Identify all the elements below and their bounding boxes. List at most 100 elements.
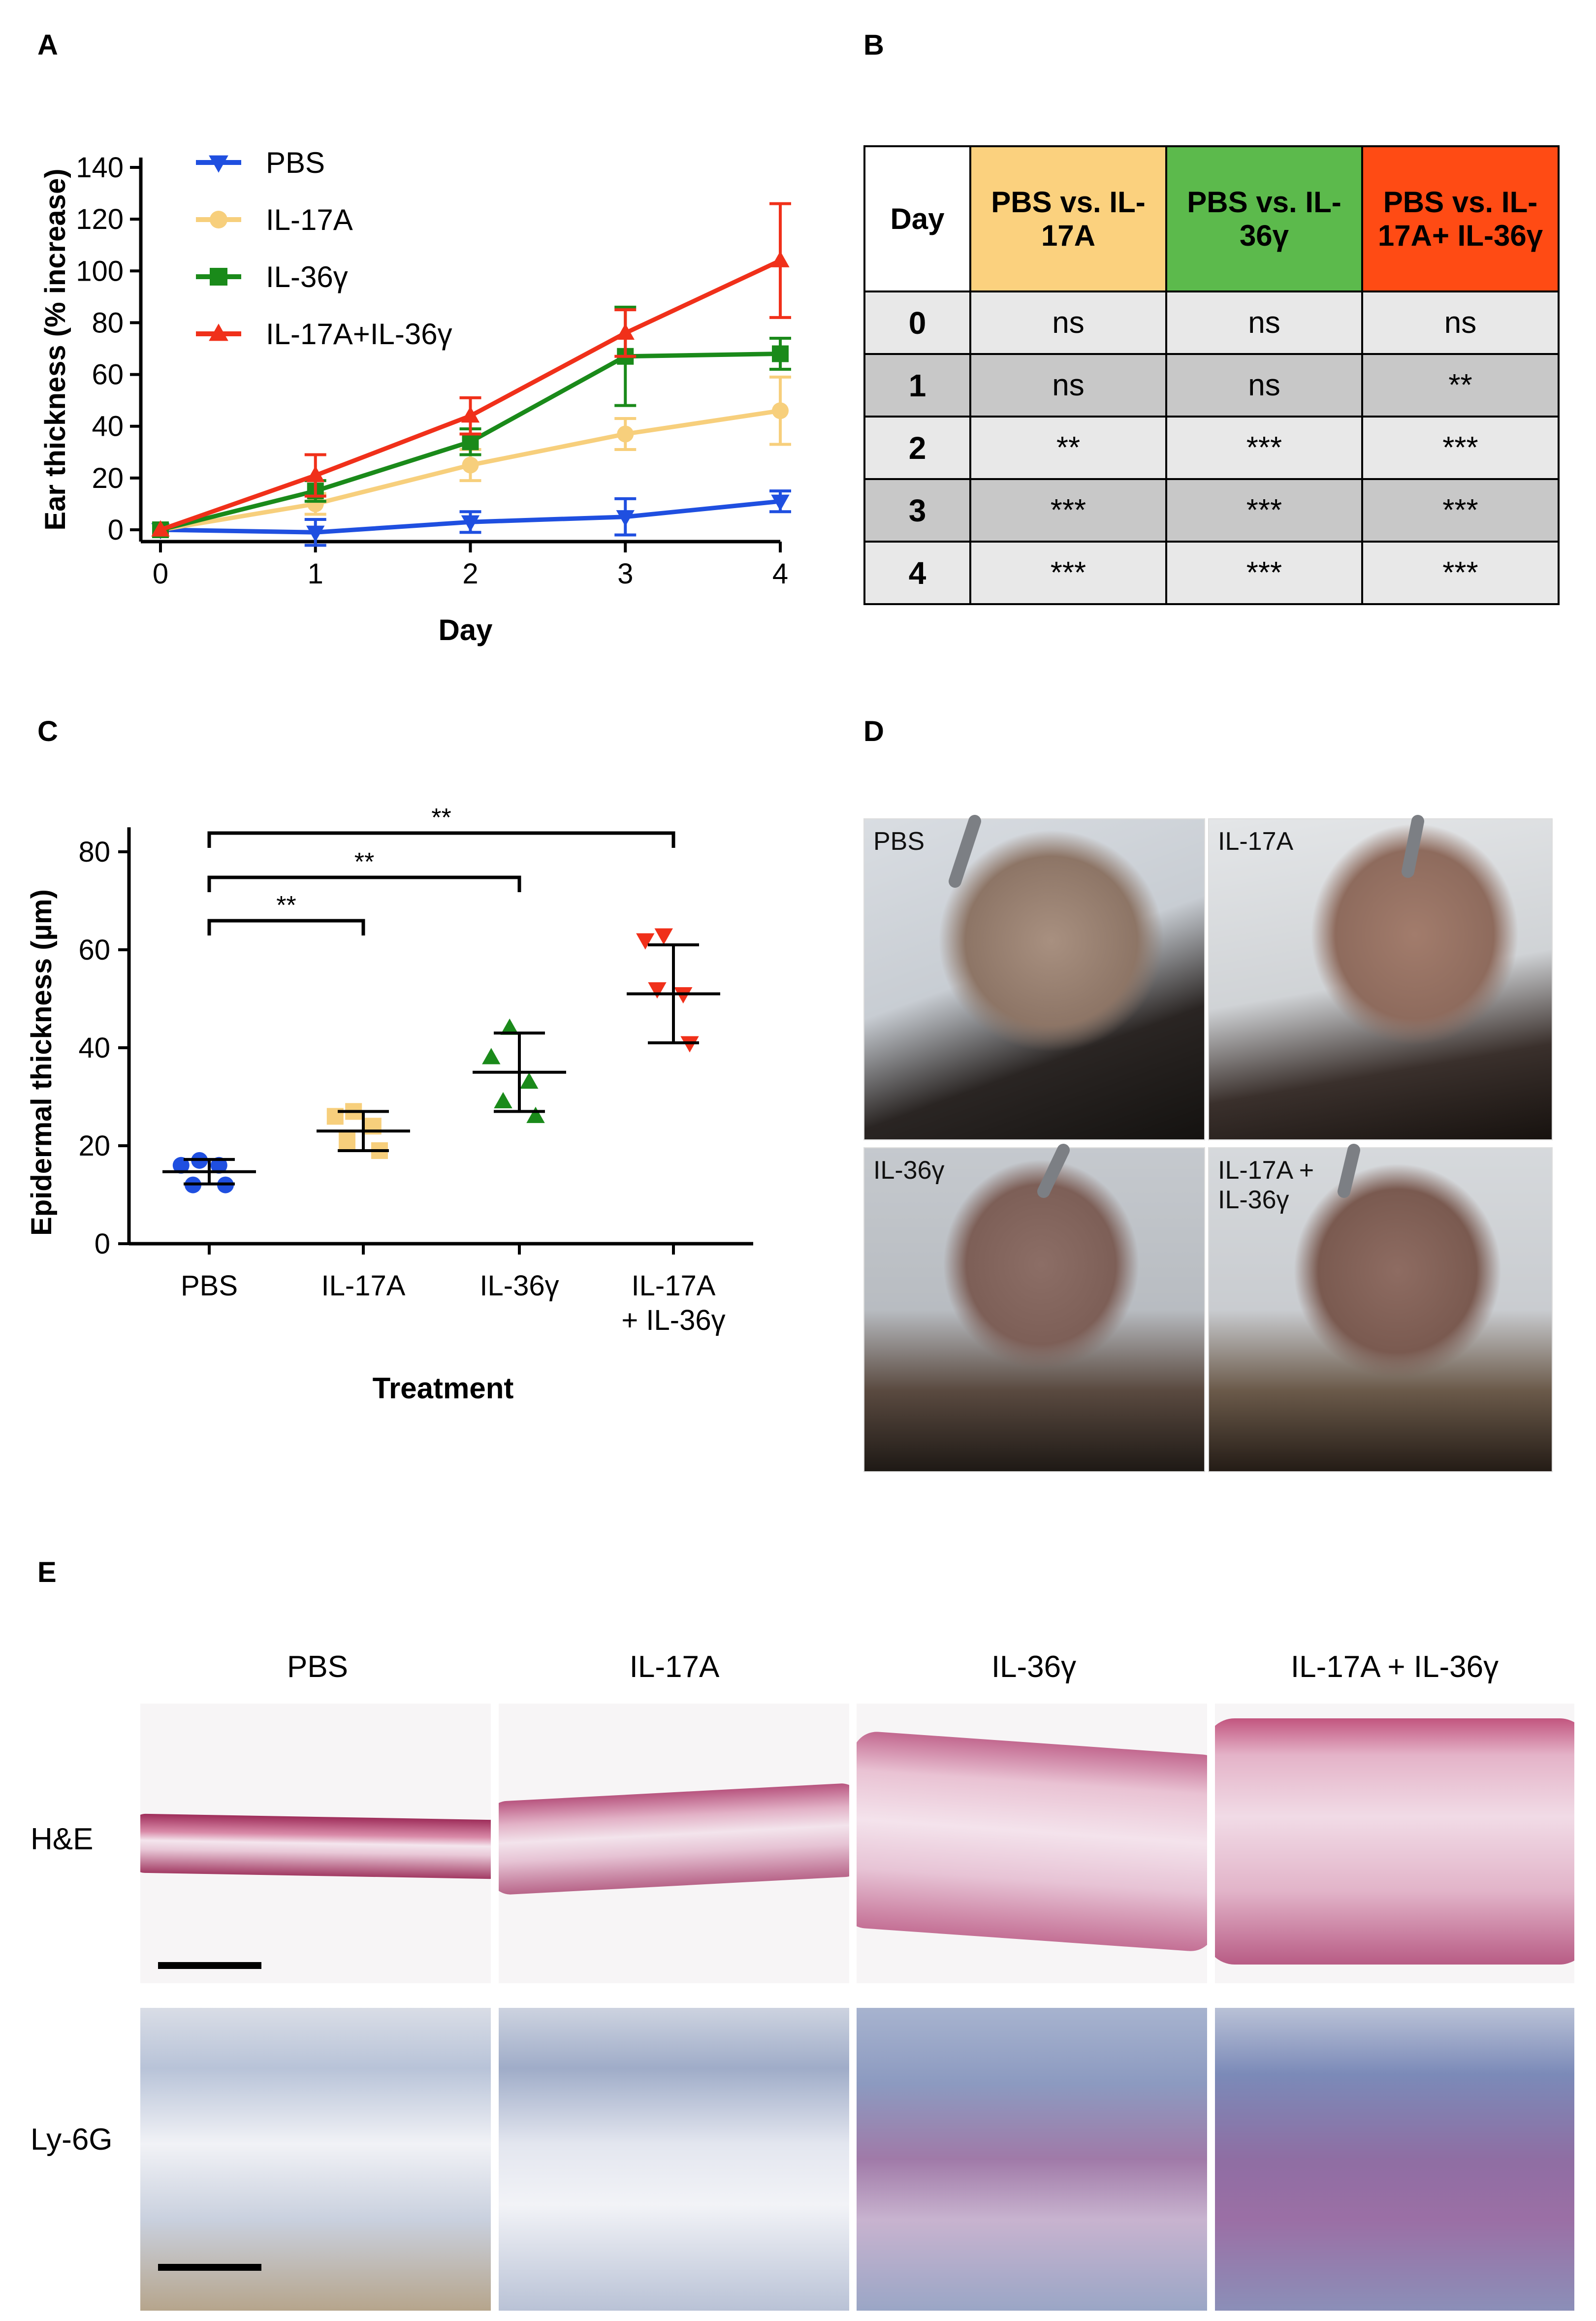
panel-label-c: C — [37, 715, 58, 747]
data-point — [520, 1072, 539, 1089]
y-tick-label: 80 — [78, 836, 110, 868]
table-cell: *** — [969, 478, 1167, 543]
legend-marker — [210, 268, 227, 286]
data-point — [636, 933, 655, 950]
histo-row-ly6g: Ly-6G — [31, 2123, 113, 2157]
data-point — [526, 1106, 545, 1123]
histology-he-pbs — [140, 1704, 491, 1983]
x-tick-label: 1 — [308, 558, 323, 590]
y-tick-label: 0 — [95, 1228, 110, 1260]
table-cell: *** — [1165, 416, 1363, 480]
data-point — [648, 982, 667, 999]
group-3: IL-17A+ IL-36γ — [621, 928, 726, 1336]
table-cell-day: 1 — [863, 353, 971, 418]
y-tick-label: 0 — [108, 514, 124, 546]
data-point — [772, 402, 789, 419]
table-cell: ns — [1361, 290, 1560, 355]
group-2: IL-36γ — [473, 1018, 566, 1302]
data-point — [306, 525, 325, 542]
table-cell: *** — [1361, 416, 1560, 480]
y-tick-label: 60 — [78, 934, 110, 966]
data-point — [151, 520, 170, 537]
data-point — [172, 1157, 190, 1174]
histology-ly6g-il17a — [499, 2008, 849, 2311]
table-cell: *** — [1361, 478, 1560, 543]
table-row: 4 *** *** *** — [863, 541, 1560, 605]
data-point — [461, 406, 480, 423]
table-header-pbs-vs-il36g: PBS vs. IL-36γ — [1165, 145, 1363, 292]
panel-label-d: D — [863, 715, 884, 747]
panel-label-a: A — [37, 29, 58, 61]
x-axis-title: Day — [438, 613, 493, 646]
histology-he-il17a — [499, 1704, 849, 1983]
panel-label-b: B — [863, 29, 884, 61]
y-axis-title: Epidermal thickness (µm) — [26, 889, 58, 1236]
histology-he-combo — [1215, 1704, 1574, 1983]
legend-label: PBS — [266, 146, 325, 179]
table-cell: ns — [1165, 290, 1363, 355]
x-tick-label: IL-17A — [321, 1270, 406, 1302]
table-cell-day: 4 — [863, 541, 971, 605]
y-tick-label: 100 — [76, 255, 124, 287]
table-header-day: Day — [863, 145, 971, 292]
y-tick-label: 20 — [78, 1130, 110, 1162]
photo-label-combo: IL-17A + IL-36γ — [1218, 1156, 1314, 1214]
x-tick-label: 3 — [617, 558, 633, 590]
table-row: 1 ns ns ** — [863, 353, 1560, 418]
group-1: IL-17A — [317, 1103, 410, 1302]
legend-marker — [209, 323, 228, 341]
legend-label: IL-36γ — [266, 260, 348, 293]
data-point — [654, 928, 673, 945]
table-cell: ** — [1361, 353, 1560, 418]
y-axis-title: Ear thickness (% increase) — [39, 168, 71, 530]
table-cell: *** — [1165, 541, 1363, 605]
table-cell: *** — [1165, 478, 1363, 543]
photo-ear-combo: IL-17A + IL-36γ — [1208, 1147, 1553, 1472]
photo-label-il17a: IL-17A — [1218, 827, 1294, 856]
photo-ear-il17a: IL-17A — [1208, 818, 1553, 1140]
series-line — [160, 258, 781, 532]
panel-b-significance-table: Day PBS vs. IL-17A PBS vs. IL-36γ PBS vs… — [863, 145, 1560, 605]
photo-label-pbs: PBS — [873, 827, 925, 856]
data-point — [482, 1048, 501, 1064]
histology-ly6g-combo — [1215, 2008, 1574, 2311]
table-row: 3 *** *** *** — [863, 478, 1560, 543]
panel-c-scatter-chart: 0 20 40 60 80 Epidermal thickness (µm) Treatme… — [26, 804, 753, 1405]
data-point — [339, 1132, 355, 1150]
data-point — [771, 251, 790, 267]
x-tick-label: + IL-36γ — [621, 1304, 725, 1336]
legend-label: IL-17A+IL-36γ — [266, 318, 452, 351]
histo-col-combo: IL-17A + IL-36γ — [1290, 1650, 1499, 1684]
data-point — [771, 494, 790, 511]
group-0: PBS — [162, 1152, 256, 1302]
y-tick-label: 80 — [92, 307, 124, 339]
table-cell: ns — [969, 353, 1167, 418]
legend-label: IL-17A — [266, 203, 353, 236]
panel-label-e: E — [37, 1556, 57, 1588]
histo-col-il36g: IL-36γ — [991, 1650, 1077, 1684]
table-header-pbs-vs-il17a: PBS vs. IL-17A — [969, 145, 1167, 292]
table-cell-day: 2 — [863, 416, 971, 480]
x-tick-label: IL-17A — [632, 1270, 716, 1302]
x-tick-label: IL-36γ — [479, 1270, 559, 1302]
table-row: 2 ** *** *** — [863, 416, 1560, 480]
histology-ly6g-il36g — [857, 2008, 1207, 2311]
data-point — [307, 495, 324, 513]
y-tick-label: 40 — [92, 411, 124, 443]
table-row: 0 ns ns ns — [863, 290, 1560, 355]
data-point — [616, 323, 635, 340]
significance-bracket — [207, 831, 675, 848]
table-cell-day: 3 — [863, 478, 971, 543]
table-cell: ** — [969, 416, 1167, 480]
histo-col-pbs: PBS — [287, 1650, 349, 1684]
significance-bracket — [207, 875, 521, 892]
y-tick-label: 40 — [78, 1032, 110, 1064]
photo-label-il36g: IL-36γ — [873, 1156, 945, 1185]
data-point — [617, 425, 634, 443]
photo-ear-pbs: PBS — [863, 818, 1205, 1140]
x-axis-title: Treatment — [373, 1372, 514, 1405]
table-cell: ns — [969, 290, 1167, 355]
x-tick-label: 2 — [462, 558, 478, 590]
y-tick-label: 20 — [92, 462, 124, 494]
data-point — [306, 466, 325, 483]
